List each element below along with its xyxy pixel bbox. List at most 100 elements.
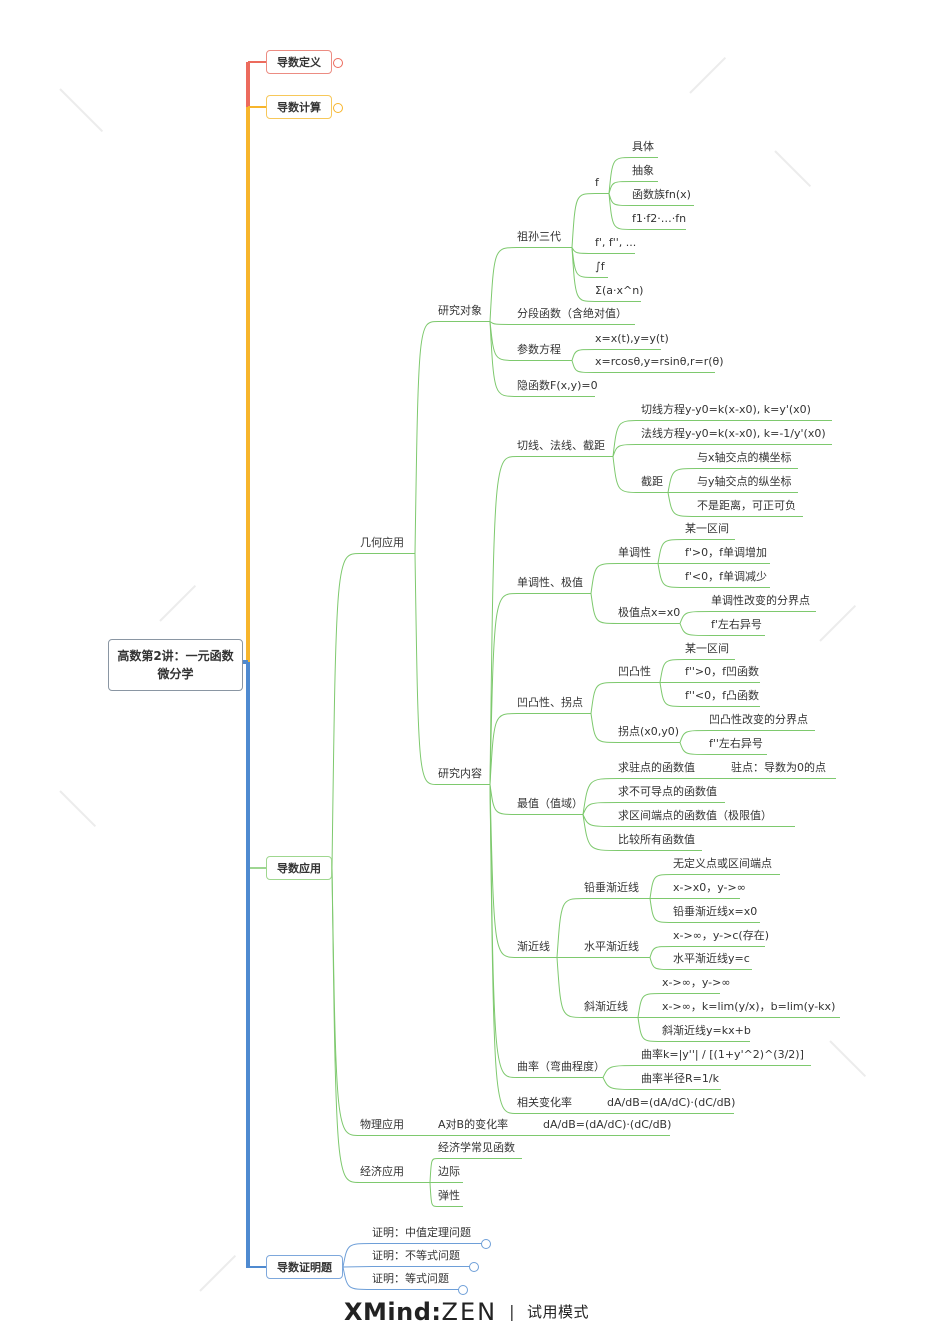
central-topic-label: 高数第2讲：一元函数微分学: [117, 649, 234, 681]
branch-derivative-definition[interactable]: 导数定义: [266, 50, 332, 74]
topic[interactable]: f'<0，f单调减少: [685, 567, 770, 588]
topic[interactable]: f'左右异号: [711, 615, 765, 636]
topic[interactable]: 斜渐近线y=kx+b: [662, 1021, 751, 1042]
topic[interactable]: 铅垂渐近线x=x0: [673, 902, 760, 923]
topic[interactable]: x->∞，k=lim(y/x)，b=lim(y-kx): [662, 997, 840, 1018]
topic[interactable]: 研究内容: [438, 764, 490, 785]
topic[interactable]: 水平渐近线: [584, 937, 650, 958]
topic[interactable]: f''左右异号: [709, 734, 767, 755]
topic[interactable]: 驻点：导数为0的点: [727, 758, 836, 779]
collapse-badge-icon[interactable]: [481, 1239, 491, 1249]
topic[interactable]: 比较所有函数值: [618, 830, 702, 851]
topic-connector: [571, 247, 596, 302]
topic[interactable]: 曲率（弯曲程度）: [517, 1057, 605, 1078]
topic[interactable]: 无定义点或区间端点: [673, 854, 780, 875]
topic-connector: [608, 181, 633, 194]
topic[interactable]: 参数方程: [517, 340, 572, 361]
topic[interactable]: 物理应用: [360, 1115, 434, 1136]
topic[interactable]: 抽象: [632, 161, 658, 182]
topic-connector: [556, 898, 585, 958]
topic[interactable]: dA/dB=(dA/dC)·(dC/dB): [543, 1115, 671, 1136]
topic[interactable]: f', f'', ...: [595, 233, 636, 254]
topic[interactable]: f1·f2·…·fn: [632, 209, 686, 230]
topic[interactable]: 几何应用: [360, 533, 415, 554]
topic[interactable]: 经济学常见函数: [438, 1138, 522, 1159]
topic[interactable]: 曲率半径R=1/k: [641, 1069, 721, 1090]
topic[interactable]: x=x(t),y=y(t): [595, 329, 669, 350]
topic[interactable]: A对B的变化率: [434, 1115, 543, 1136]
collapse-badge-icon[interactable]: [458, 1285, 468, 1295]
topic[interactable]: dA/dB=(dA/dC)·(dC/dB): [603, 1093, 735, 1114]
topic-connector: [608, 193, 633, 230]
topic-connector: [331, 867, 361, 1183]
branch-derivative-calculation[interactable]: 导数计算: [266, 95, 332, 119]
branch-label: 导数证明题: [277, 1261, 332, 1274]
topic[interactable]: 某一区间: [685, 639, 735, 660]
topic-connector: [679, 611, 712, 624]
topic[interactable]: 不是距离，可正可负: [697, 496, 803, 517]
topic[interactable]: 祖孙三代: [517, 227, 572, 248]
topic-connector: [331, 553, 361, 869]
topic[interactable]: 函数族fn(x): [632, 185, 694, 206]
topic[interactable]: 经济应用: [360, 1162, 430, 1183]
xmind-watermark-footer: XMind:ZEN | 试用模式: [344, 1298, 589, 1326]
topic[interactable]: 证明：等式问题: [372, 1269, 459, 1290]
topic[interactable]: 铅垂渐近线: [584, 878, 650, 899]
topic[interactable]: 求区间端点的函数值（极限值）: [618, 806, 795, 827]
topic[interactable]: ∫f: [595, 257, 608, 278]
topic[interactable]: f: [595, 173, 609, 194]
topic[interactable]: 与y轴交点的纵坐标: [697, 472, 798, 493]
topic[interactable]: 法线方程y-y0=k(x-x0), k=-1/y'(x0): [641, 424, 832, 445]
topic[interactable]: x->∞，y->c(存在): [673, 926, 769, 947]
collapse-badge-icon[interactable]: [333, 58, 343, 68]
branch-derivative-application[interactable]: 导数应用: [266, 856, 332, 880]
topic[interactable]: 凹凸性、拐点: [517, 693, 591, 714]
topic[interactable]: Σ(a·x^n): [595, 281, 643, 302]
topic[interactable]: 求驻点的函数值: [618, 758, 727, 779]
topic[interactable]: 分段函数（含绝对值）: [517, 304, 635, 325]
topic-connector: [489, 321, 518, 325]
topic-connector: [637, 993, 663, 1018]
topic[interactable]: 水平渐近线y=c: [673, 949, 752, 970]
topic[interactable]: 证明：不等式问题: [372, 1246, 470, 1267]
topic[interactable]: 切线方程y-y0=k(x-x0), k=y'(x0): [641, 400, 832, 421]
topic[interactable]: 弹性: [438, 1186, 463, 1207]
collapse-badge-icon[interactable]: [469, 1262, 479, 1272]
topic[interactable]: 相关变化率: [517, 1093, 603, 1114]
topic[interactable]: 渐近线: [517, 937, 557, 958]
topic-connector: [590, 593, 619, 624]
topic[interactable]: x->x0，y->∞: [673, 878, 746, 899]
topic[interactable]: 证明：中值定理问题: [372, 1223, 482, 1244]
branch-label: 导数应用: [277, 862, 321, 875]
topic[interactable]: 单调性改变的分界点: [711, 591, 816, 612]
topic[interactable]: x=rcosθ,y=rsinθ,r=r(θ): [595, 352, 724, 373]
topic[interactable]: 凹凸性改变的分界点: [709, 710, 815, 731]
topic[interactable]: f''<0，f凸函数: [685, 686, 760, 707]
topic[interactable]: 截距: [641, 472, 668, 493]
topic[interactable]: 凹凸性: [618, 662, 660, 683]
topic-connector: [342, 1266, 373, 1290]
topic[interactable]: f''>0，f凹函数: [685, 662, 760, 683]
central-topic[interactable]: 高数第2讲：一元函数微分学: [108, 639, 243, 691]
topic[interactable]: 最值（值域）: [517, 794, 583, 815]
topic[interactable]: 求不可导点的函数值: [618, 782, 725, 803]
topic-connector: [649, 957, 674, 970]
topic[interactable]: 与x轴交点的横坐标: [697, 448, 798, 469]
topic[interactable]: 具体: [632, 137, 658, 158]
topic[interactable]: 某一区间: [685, 519, 735, 540]
topic[interactable]: 单调性、极值: [517, 573, 591, 594]
topic[interactable]: 斜渐近线: [584, 997, 638, 1018]
topic[interactable]: 隐函数F(x,y)=0: [517, 376, 598, 397]
topic[interactable]: 切线、法线、截距: [517, 436, 613, 457]
topic[interactable]: 边际: [438, 1162, 463, 1183]
topic[interactable]: f'>0，f单调增加: [685, 543, 770, 564]
collapse-badge-icon[interactable]: [333, 103, 343, 113]
topic[interactable]: 研究对象: [438, 301, 490, 322]
topic[interactable]: 拐点(x0,y0): [618, 722, 680, 743]
topic-connector: [489, 713, 518, 785]
branch-derivative-proofs[interactable]: 导数证明题: [266, 1255, 343, 1279]
topic[interactable]: 曲率k=|y''| / [(1+y'^2)^(3/2)]: [641, 1045, 811, 1066]
topic[interactable]: x->∞，y->∞: [662, 973, 731, 994]
topic[interactable]: 单调性: [618, 543, 658, 564]
topic[interactable]: 极值点x=x0: [618, 603, 680, 624]
